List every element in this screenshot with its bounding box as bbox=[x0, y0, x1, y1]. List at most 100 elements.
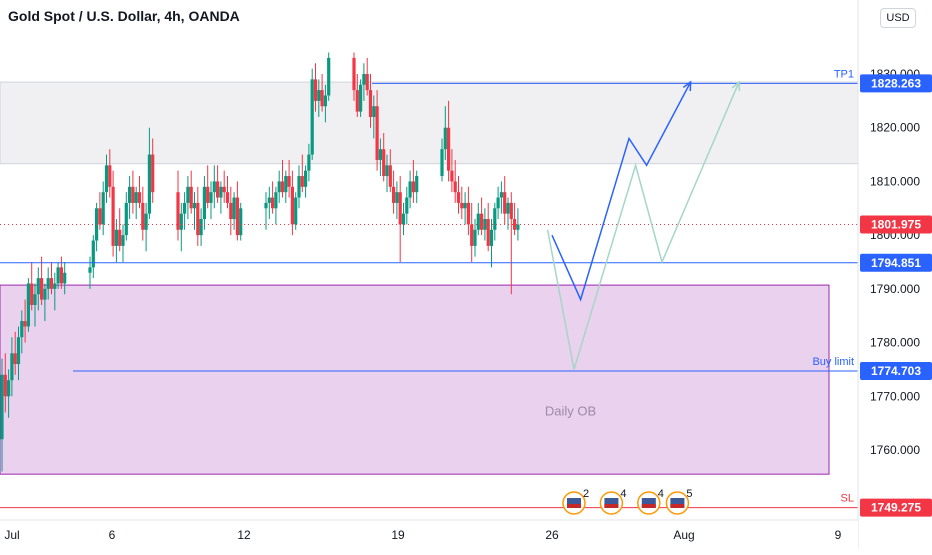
candle-body bbox=[141, 202, 145, 230]
candle-body bbox=[186, 186, 190, 203]
price-badge bbox=[860, 498, 932, 517]
candle-body bbox=[506, 202, 510, 214]
candle-body bbox=[453, 181, 457, 193]
candle-body bbox=[320, 90, 324, 107]
y-tick-label: 1780.000 bbox=[870, 336, 920, 350]
candle-body bbox=[49, 278, 54, 289]
projection-blue bbox=[551, 81, 692, 302]
event-flag-stripe bbox=[670, 504, 685, 508]
candle-body bbox=[114, 229, 118, 246]
price-badge-label: 1801.975 bbox=[871, 218, 921, 232]
candle-body bbox=[235, 197, 239, 236]
price-badge bbox=[860, 74, 932, 93]
x-tick-label: 12 bbox=[237, 528, 251, 542]
candle-body bbox=[355, 90, 359, 112]
candle-body bbox=[362, 74, 366, 85]
y-tick-label: 1810.000 bbox=[870, 174, 920, 188]
level-name: Buy limit bbox=[812, 356, 854, 368]
candle-body bbox=[408, 181, 412, 198]
candle-body bbox=[463, 202, 467, 209]
price-badge bbox=[860, 362, 932, 381]
candle-body bbox=[43, 288, 47, 300]
candle-body bbox=[284, 176, 288, 193]
event-flag-icon bbox=[567, 498, 581, 508]
event-label: 2 bbox=[583, 488, 589, 500]
candle-body bbox=[16, 337, 21, 365]
x-tick-label: 6 bbox=[109, 528, 116, 542]
candle-body bbox=[405, 197, 409, 214]
event-flag-icon bbox=[641, 498, 656, 508]
candle-body bbox=[30, 283, 34, 305]
candle-body bbox=[513, 219, 517, 230]
candle-body bbox=[297, 176, 301, 198]
candle-body bbox=[212, 181, 216, 193]
price-badge-label: 1828.263 bbox=[871, 76, 921, 90]
candle-body bbox=[398, 192, 402, 225]
candle-body bbox=[0, 374, 4, 440]
candle-body bbox=[365, 74, 369, 91]
candle-body bbox=[111, 186, 115, 246]
candle-body bbox=[368, 90, 373, 117]
candle-body bbox=[239, 208, 243, 236]
candle-body bbox=[134, 192, 138, 203]
candle-body bbox=[91, 240, 95, 268]
projection-blue-arrow bbox=[682, 80, 692, 92]
candle-body bbox=[327, 57, 331, 96]
candle-body bbox=[388, 165, 392, 187]
candle-body bbox=[59, 267, 63, 284]
candle-body bbox=[460, 202, 464, 209]
candle-body bbox=[183, 202, 187, 214]
level-name: SL bbox=[841, 493, 854, 505]
candle-body bbox=[415, 176, 419, 193]
candle-body bbox=[121, 235, 125, 246]
candles bbox=[0, 52, 520, 472]
candle-body bbox=[280, 181, 285, 193]
candle-body bbox=[23, 321, 27, 327]
candle-body bbox=[229, 202, 233, 220]
candle-body bbox=[219, 186, 223, 198]
candle-body bbox=[307, 154, 311, 171]
event-flag-stripe bbox=[641, 504, 656, 508]
x-tick-label: 9 bbox=[835, 528, 842, 542]
candle-body bbox=[108, 165, 112, 187]
y-tick-label: 1790.000 bbox=[870, 282, 920, 296]
currency-button[interactable]: USD bbox=[880, 8, 916, 28]
y-tick-label: 1760.000 bbox=[870, 443, 920, 457]
candle-body bbox=[124, 202, 128, 236]
candle-body bbox=[382, 149, 386, 177]
candle-body bbox=[456, 192, 461, 203]
candle-body bbox=[287, 176, 291, 187]
candle-body bbox=[104, 165, 109, 193]
candle-body bbox=[46, 278, 50, 289]
chart-title: Gold Spot / U.S. Dollar, 4h, OANDA bbox=[8, 8, 240, 24]
candle-body bbox=[401, 213, 406, 225]
candle-body bbox=[189, 186, 193, 209]
candle-body bbox=[232, 197, 236, 220]
zone-1 bbox=[0, 284, 830, 475]
candle-body bbox=[40, 278, 44, 300]
projection-green bbox=[546, 81, 740, 370]
price-badge-label: 1774.703 bbox=[871, 364, 921, 378]
candle-body bbox=[176, 192, 180, 230]
candle-body bbox=[493, 208, 497, 230]
candle-body bbox=[151, 154, 155, 193]
candle-body bbox=[473, 229, 477, 246]
price-badge bbox=[860, 253, 932, 272]
candle-body bbox=[359, 84, 363, 112]
candle-body bbox=[147, 154, 151, 214]
candle-body bbox=[209, 192, 213, 203]
candle-body bbox=[352, 57, 356, 91]
candle-body bbox=[36, 278, 40, 295]
candle-body bbox=[33, 294, 37, 305]
x-tick-label: Aug bbox=[673, 528, 694, 542]
candle-body bbox=[486, 219, 490, 246]
price-badge bbox=[860, 215, 932, 234]
price-badge-label: 1749.275 bbox=[871, 501, 921, 515]
candle-body bbox=[392, 186, 396, 203]
candle-body bbox=[489, 229, 494, 246]
candle-body bbox=[271, 197, 275, 209]
candle-body bbox=[98, 208, 102, 225]
candle-body bbox=[88, 267, 92, 273]
